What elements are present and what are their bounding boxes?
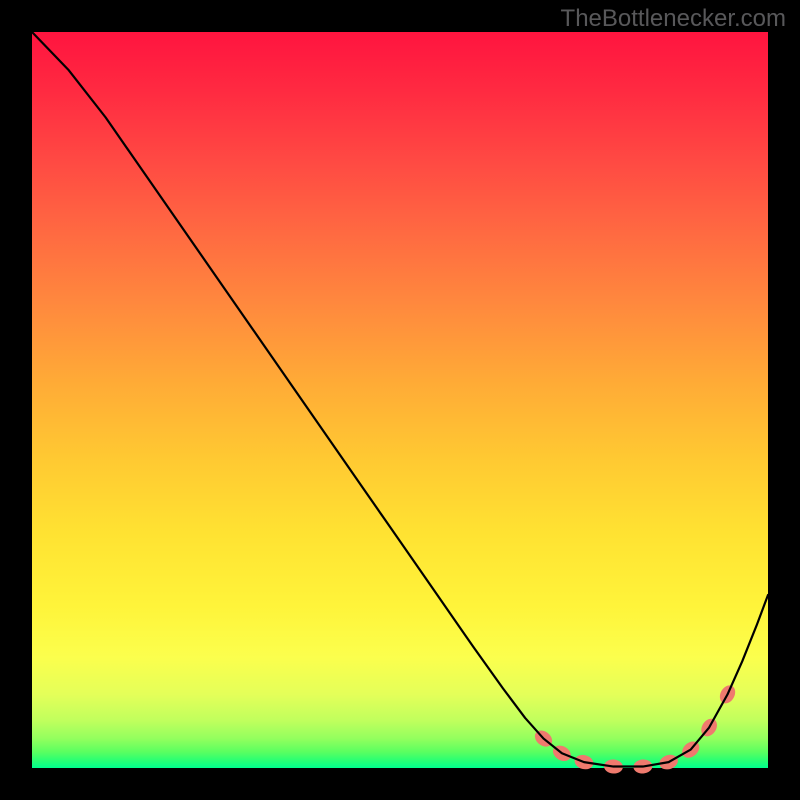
plot-area xyxy=(32,32,768,768)
bottleneck-curve xyxy=(32,32,768,767)
canvas: TheBottlenecker.com xyxy=(0,0,800,800)
watermark-text: TheBottlenecker.com xyxy=(561,5,786,33)
curve-layer xyxy=(32,32,768,768)
